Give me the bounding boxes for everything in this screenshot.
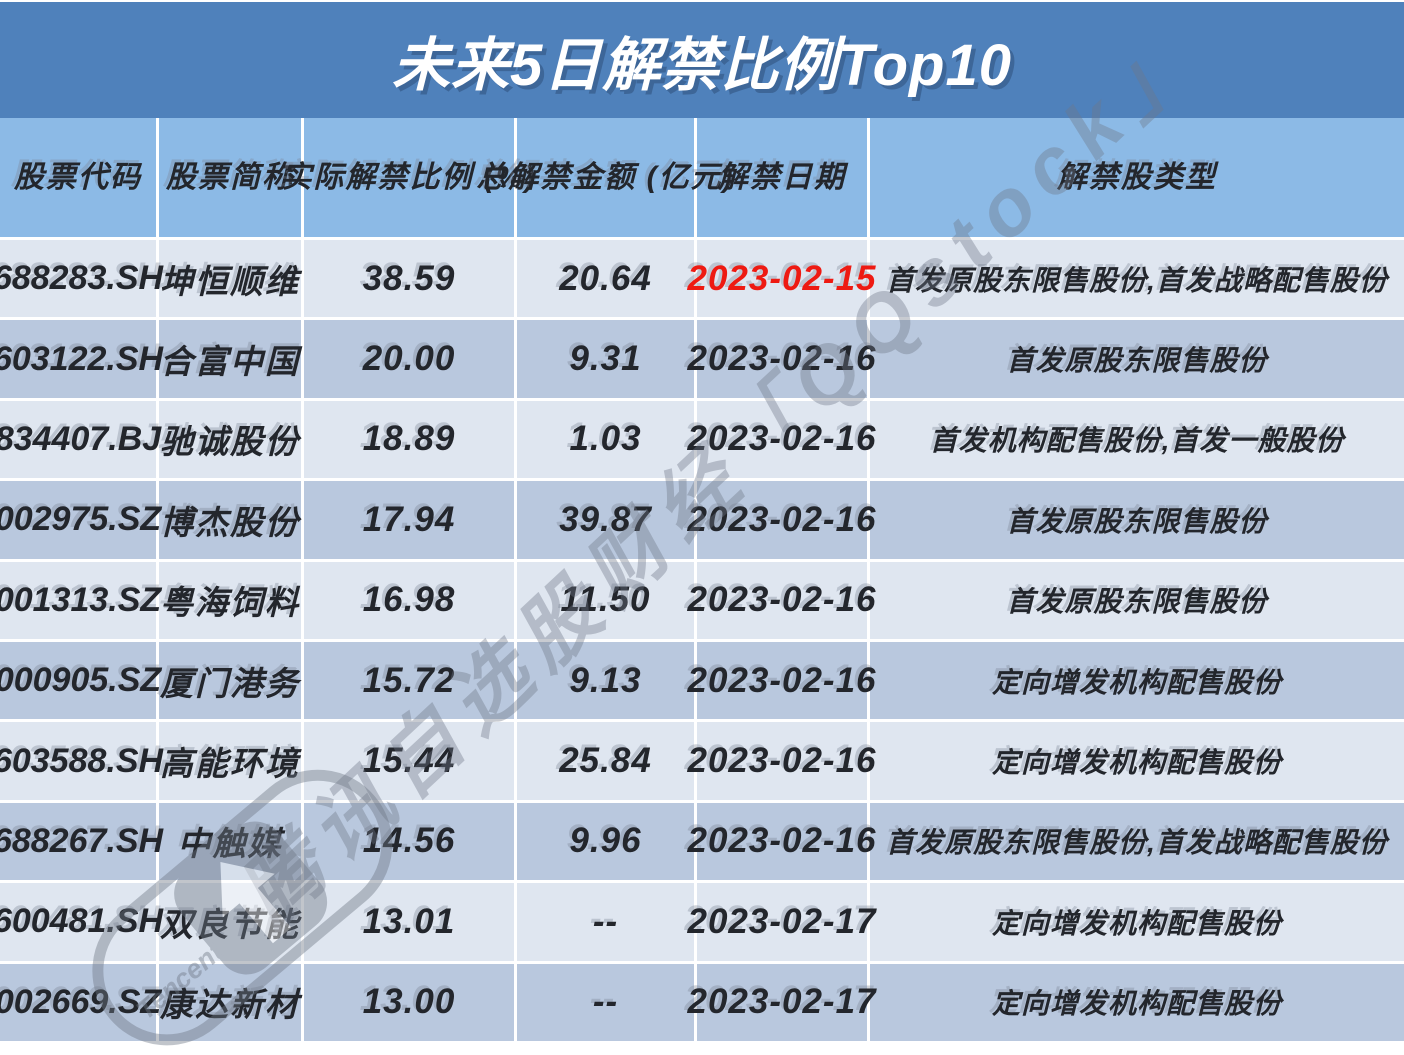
cell-unlock-amount: 11.50 [517, 561, 697, 639]
cell-unlock-date: 2023-02-16 [687, 722, 876, 800]
table-row: 600481.SH 双良节能 13.01 -- 2023-02-17 定向增发机… [0, 880, 1404, 961]
cell-stock-code: 834407.BJ [0, 400, 161, 479]
header-cell-stock-name: 股票简称 [159, 118, 304, 237]
cell-unlock-amount: 9.31 [517, 320, 697, 398]
cell-stock-code: 002669.SZ [0, 963, 161, 1041]
cell-unlock-type: 首发机构配售股份,首发一般股份 [929, 425, 1345, 457]
cell-unlock-amount: 1.03 [517, 400, 697, 479]
table-row: 688283.SH 坤恒顺维 38.59 20.64 2023-02-15 首发… [0, 237, 1404, 318]
table-row: 002975.SZ 博杰股份 17.94 39.87 2023-02-16 首发… [0, 478, 1404, 559]
table-row: 688267.SH 中触媒 14.56 9.96 2023-02-16 首发原股… [0, 799, 1404, 881]
cell-unlock-ratio: 15.44 [304, 722, 517, 800]
cell-stock-code: 688283.SH [0, 240, 163, 318]
cell-unlock-amount: 9.96 [517, 802, 697, 881]
cell-stock-name: 高能环境 [159, 722, 304, 800]
cell-unlock-date: 2023-02-16 [687, 641, 876, 720]
table-body: 688283.SH 坤恒顺维 38.59 20.64 2023-02-15 首发… [0, 237, 1404, 1041]
header-cell-stock-code: 股票代码 [0, 118, 159, 237]
table-row: 002669.SZ 康达新材 13.00 -- 2023-02-17 定向增发机… [0, 960, 1404, 1041]
cell-unlock-date: 2023-02-16 [687, 320, 876, 398]
cell-unlock-date: 2023-02-16 [687, 481, 876, 559]
cell-stock-name: 坤恒顺维 [159, 240, 304, 318]
cell-unlock-amount: 9.13 [517, 641, 697, 720]
cell-stock-code: 002975.SZ [0, 481, 161, 559]
cell-stock-code: 603122.SH [0, 320, 163, 398]
cell-unlock-type: 定向增发机构配售股份 [991, 747, 1282, 779]
cell-unlock-date: 2023-02-16 [687, 400, 876, 479]
cell-stock-code: 001313.SZ [0, 561, 161, 639]
cell-unlock-date: 2023-02-16 [687, 561, 876, 639]
cell-unlock-type: 首发原股东限售股份 [1006, 345, 1268, 377]
cell-unlock-amount: 25.84 [517, 722, 697, 800]
table-row: 603588.SH 高能环境 15.44 25.84 2023-02-16 定向… [0, 719, 1404, 800]
table-row: 834407.BJ 驰诚股份 18.89 1.03 2023-02-16 首发机… [0, 397, 1404, 479]
cell-unlock-ratio: 14.56 [304, 802, 517, 881]
cell-unlock-type: 首发原股东限售股份,首发战略配售股份 [886, 264, 1388, 296]
cell-unlock-type: 定向增发机构配售股份 [991, 907, 1282, 939]
table-row: 000905.SZ 厦门港务 15.72 9.13 2023-02-16 定向增… [0, 638, 1404, 720]
cell-stock-name: 康达新材 [159, 963, 304, 1041]
cell-unlock-date: 2023-02-16 [687, 802, 876, 881]
cell-unlock-date: 2023-02-17 [687, 883, 876, 961]
cell-unlock-amount: 39.87 [517, 481, 697, 559]
cell-unlock-ratio: 20.00 [304, 320, 517, 398]
header-cell-unlock-ratio: 实际解禁比例 (%) [282, 118, 535, 237]
cell-unlock-date: 2023-02-17 [687, 963, 876, 1041]
cell-stock-code: 000905.SZ [0, 641, 161, 720]
cell-stock-name: 博杰股份 [159, 481, 304, 559]
cell-stock-code: 600481.SH [0, 883, 163, 961]
cell-stock-code: 603588.SH [0, 722, 163, 800]
cell-stock-code: 688267.SH [0, 802, 163, 881]
cell-unlock-type: 定向增发机构配售股份 [991, 988, 1282, 1020]
cell-stock-name: 合富中国 [159, 320, 304, 398]
cell-unlock-ratio: 13.00 [304, 963, 517, 1041]
header-cell-unlock-date: 解禁日期 [697, 118, 870, 237]
table-header-row: 股票代码 股票简称 实际解禁比例 (%) 总解禁金额 (亿元) 解禁日期 解禁股… [0, 118, 1404, 237]
cell-stock-name: 粤海饲料 [159, 561, 304, 639]
cell-unlock-type: 首发原股东限售股份 [1006, 586, 1268, 618]
cell-unlock-type: 首发原股东限售股份,首发战略配售股份 [886, 827, 1388, 859]
cell-stock-name: 中触媒 [159, 802, 304, 881]
cell-stock-name: 驰诚股份 [159, 400, 304, 479]
cell-unlock-ratio: 38.59 [304, 240, 517, 318]
cell-unlock-ratio: 18.89 [304, 400, 517, 479]
cell-unlock-type: 定向增发机构配售股份 [991, 666, 1282, 698]
table-row: 603122.SH 合富中国 20.00 9.31 2023-02-16 首发原… [0, 317, 1404, 398]
header-cell-unlock-amount: 总解禁金额 (亿元) [476, 118, 733, 237]
cell-unlock-ratio: 15.72 [304, 641, 517, 720]
page-title: 未来5日解禁比例Top10 [392, 33, 1012, 98]
cell-unlock-amount: -- [517, 963, 697, 1041]
cell-unlock-ratio: 13.01 [304, 883, 517, 961]
cell-unlock-date: 2023-02-15 [687, 240, 876, 318]
cell-unlock-ratio: 17.94 [304, 481, 517, 559]
table-row: 001313.SZ 粤海饲料 16.98 11.50 2023-02-16 首发… [0, 558, 1404, 639]
cell-unlock-ratio: 16.98 [304, 561, 517, 639]
title-band: 未来5日解禁比例Top10 [0, 2, 1404, 118]
cell-unlock-type: 首发原股东限售股份 [1006, 505, 1268, 537]
cell-unlock-amount: 20.64 [517, 240, 697, 318]
cell-stock-name: 厦门港务 [159, 641, 304, 720]
header-cell-unlock-type: 解禁股类型 [1057, 161, 1217, 194]
cell-unlock-amount: -- [517, 883, 697, 961]
cell-stock-name: 双良节能 [159, 883, 304, 961]
